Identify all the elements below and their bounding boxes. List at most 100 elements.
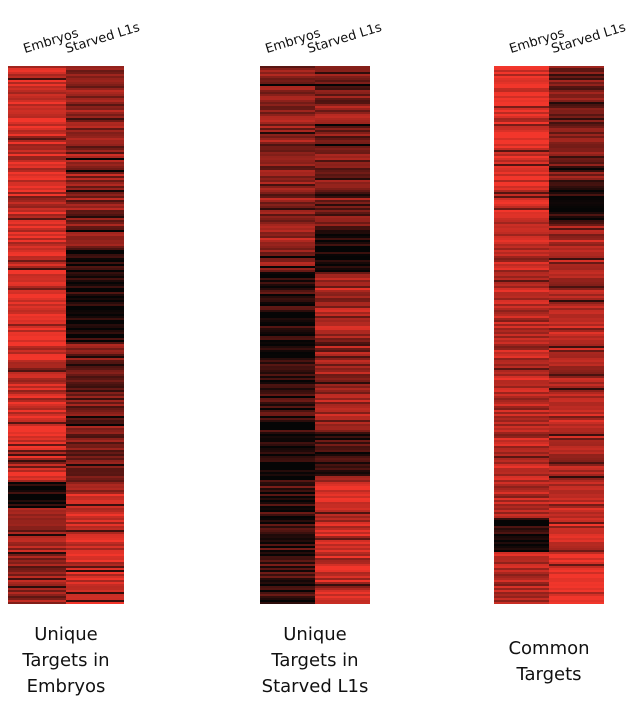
- heatmap-cell: [260, 362, 315, 365]
- heatmap-cell: [260, 236, 315, 239]
- heatmap-cell: [8, 482, 66, 485]
- heatmap-cell: [260, 376, 315, 379]
- heatmap-cell: [66, 432, 124, 435]
- heatmap-cell: [494, 336, 549, 339]
- heatmap-cell: [315, 132, 370, 135]
- heatmap-cell: [66, 460, 124, 463]
- heatmap-cell: [8, 554, 66, 557]
- heatmap-cell: [549, 358, 604, 361]
- heatmap-cell: [315, 588, 370, 591]
- heatmap-cell: [260, 110, 315, 113]
- heatmap-cell: [66, 190, 124, 193]
- heatmap-cell: [66, 210, 124, 213]
- heatmap-cell: [66, 346, 124, 349]
- heatmap-cell: [8, 66, 66, 69]
- heatmap-cell: [549, 154, 604, 157]
- heatmap-cell: [260, 158, 315, 161]
- heatmap-cell: [494, 96, 549, 99]
- heatmap-cell: [66, 252, 124, 255]
- heatmap-cell: [494, 326, 549, 329]
- heatmap-cell: [66, 184, 124, 187]
- heatmap-cell: [66, 172, 124, 175]
- heatmap-cell: [66, 234, 124, 237]
- heatmap-cell: [66, 256, 124, 259]
- heatmap-cell: [8, 274, 66, 277]
- heatmap-cell: [260, 238, 315, 241]
- heatmap-cell: [315, 162, 370, 165]
- heatmap-cell: [66, 422, 124, 425]
- heatmap-cell: [494, 102, 549, 105]
- heatmap-cell: [8, 430, 66, 433]
- heatmap-cell: [8, 160, 66, 163]
- heatmap-cell: [8, 246, 66, 249]
- heatmap-cell: [549, 388, 604, 391]
- heatmap-cell: [260, 112, 315, 115]
- heatmap-cell: [66, 286, 124, 289]
- heatmap-cell: [260, 342, 315, 345]
- heatmap-cell: [260, 382, 315, 385]
- heatmap-cell: [315, 536, 370, 539]
- heatmap-cell: [494, 358, 549, 361]
- heatmap-cell: [315, 186, 370, 189]
- heatmap-cell: [260, 558, 315, 561]
- heatmap-cell: [494, 246, 549, 249]
- heatmap-cell: [260, 508, 315, 511]
- heatmap-cell: [8, 380, 66, 383]
- heatmap-cell: [8, 196, 66, 199]
- heatmap-cell: [549, 106, 604, 109]
- heatmap-cell: [8, 574, 66, 577]
- heatmap-cell: [315, 598, 370, 601]
- heatmap-cell: [260, 352, 315, 355]
- heatmap-cell: [315, 448, 370, 451]
- heatmap-cell: [260, 198, 315, 201]
- heatmap-cell: [315, 100, 370, 103]
- heatmap-cell: [260, 364, 315, 367]
- heatmap-cell: [66, 158, 124, 161]
- heatmap-cell: [66, 436, 124, 439]
- heatmap-cell: [260, 464, 315, 467]
- heatmap-cell: [260, 516, 315, 519]
- heatmap-cell: [315, 456, 370, 459]
- heatmap-cell: [66, 216, 124, 219]
- heatmap-cell: [8, 308, 66, 311]
- heatmap-cell: [315, 384, 370, 387]
- heatmap-cell: [8, 272, 66, 275]
- heatmap-cell: [8, 140, 66, 143]
- heatmap-cell: [260, 378, 315, 381]
- heatmap-cell: [549, 584, 604, 587]
- heatmap-cell: [260, 584, 315, 587]
- heatmap-cell: [549, 340, 604, 343]
- heatmap-cell: [8, 164, 66, 167]
- heatmap-cell: [315, 594, 370, 597]
- heatmap-cell: [549, 432, 604, 435]
- heatmap-cell: [494, 598, 549, 601]
- heatmap-cell: [494, 584, 549, 587]
- heatmap-cell: [260, 426, 315, 429]
- heatmap-cell: [66, 376, 124, 379]
- heatmap-cell: [8, 226, 66, 229]
- heatmap-cell: [549, 512, 604, 515]
- heatmap-cell: [549, 94, 604, 97]
- heatmap-cell: [494, 268, 549, 271]
- heatmap-cell: [549, 454, 604, 457]
- heatmap-cell: [260, 590, 315, 593]
- heatmap-cell: [8, 464, 66, 467]
- heatmap-cell: [315, 206, 370, 209]
- heatmap-cell: [549, 150, 604, 153]
- heatmap-cell: [494, 412, 549, 415]
- heatmap-cell: [260, 546, 315, 549]
- heatmap-cell: [8, 300, 66, 303]
- heatmap-cell: [315, 308, 370, 311]
- heatmap-cell: [8, 350, 66, 353]
- heatmap-cell: [549, 542, 604, 545]
- heatmap-cell: [66, 430, 124, 433]
- heatmap-cell: [549, 544, 604, 547]
- heatmap-cell: [260, 560, 315, 563]
- heatmap-cell: [66, 334, 124, 337]
- heatmap-cell: [66, 490, 124, 493]
- heatmap-cell: [549, 470, 604, 473]
- heatmap-cell: [66, 122, 124, 125]
- heatmap-cell: [494, 194, 549, 197]
- heatmap-cell: [260, 562, 315, 565]
- heatmap-cell: [494, 168, 549, 171]
